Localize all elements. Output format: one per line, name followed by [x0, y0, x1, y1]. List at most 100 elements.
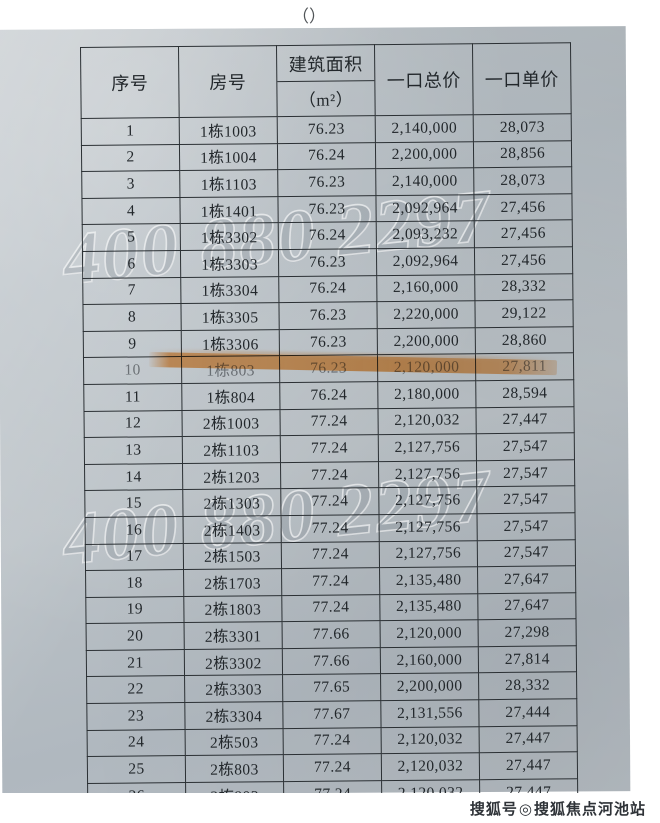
cell-unit-price: 27,298: [478, 619, 577, 647]
cell-no: 22: [86, 675, 185, 704]
cell-room: 1栋3303: [180, 249, 279, 278]
cell-area: 76.24: [278, 275, 377, 303]
cell-room: 2栋1203: [182, 462, 281, 490]
cell-no: 2: [81, 144, 180, 172]
cell-room: 2栋503: [185, 728, 284, 756]
table-body: 1 1栋1003 76.23 2,140,000 28,073 2 1栋1004 76.24 2…: [81, 113, 578, 810]
cell-total-price: 2,140,000: [375, 167, 474, 196]
cell-area: 76.23: [279, 328, 378, 356]
cell-total-price: 2,092,964: [375, 194, 475, 223]
cell-room: 1栋3302: [180, 222, 279, 251]
cell-area: 76.23: [277, 115, 376, 144]
cell-room: 1栋1103: [179, 169, 278, 198]
cell-no: 8: [82, 303, 182, 332]
cell-total-price: 2,120,000: [377, 354, 476, 382]
cell-unit-price: 27,647: [477, 592, 577, 620]
table-header: 序号 房号 建筑面积 （m²） 一口总价 一口单价: [80, 42, 572, 119]
cell-room: 2栋1703: [183, 568, 282, 597]
cell-unit-price: 27,444: [478, 698, 578, 727]
cell-no: 19: [85, 596, 185, 624]
cell-room: 2栋3303: [184, 675, 283, 703]
cell-unit-price: 27,456: [474, 220, 573, 248]
cell-unit-price: 28,856: [473, 140, 572, 168]
cell-unit-price: 28,332: [478, 672, 577, 700]
cell-unit-price: 27,447: [479, 752, 578, 780]
cell-total-price: 2,127,756: [378, 487, 477, 515]
cell-unit-price: 29,122: [474, 299, 574, 328]
cell-room: 2栋1503: [183, 542, 282, 570]
cell-unit-price: 28,332: [474, 273, 573, 301]
cell-total-price: 2,120,032: [381, 726, 480, 754]
header-cell-total-price: 一口总价: [374, 43, 474, 116]
cell-room: 2栋1803: [183, 595, 283, 623]
cell-no: 5: [82, 223, 181, 252]
cell-no: 14: [84, 463, 183, 491]
cell-no: 1: [81, 117, 180, 146]
cut-off-title-fragment: （）: [292, 7, 326, 26]
cell-room: 1栋1401: [179, 196, 279, 224]
cell-total-price: 2,093,232: [376, 221, 475, 249]
cell-unit-price: 27,547: [476, 512, 576, 541]
cell-no: 17: [85, 543, 184, 571]
cell-no: 21: [86, 649, 185, 677]
cell-area: 76.23: [278, 301, 378, 330]
cell-room: 2栋1303: [182, 488, 282, 517]
cell-total-price: 2,200,000: [375, 141, 474, 169]
cell-area: 77.24: [281, 594, 381, 622]
cell-area: 77.24: [281, 541, 380, 569]
header-area-unit: （m²）: [298, 90, 354, 110]
header-cell-room: 房号: [178, 45, 278, 118]
cell-no: 4: [81, 197, 181, 225]
cell-total-price: 2,135,480: [379, 593, 479, 621]
cell-unit-price: 27,456: [473, 193, 573, 222]
sohu-prefix: 搜狐号: [469, 800, 518, 818]
cell-no: 15: [84, 489, 184, 518]
cell-area: 77.24: [281, 514, 380, 543]
cell-area: 76.24: [277, 142, 376, 170]
cell-total-price: 2,140,000: [375, 114, 474, 143]
cell-total-price: 2,160,000: [376, 274, 475, 302]
cell-area: 77.66: [282, 647, 381, 676]
cell-no: 3: [81, 170, 180, 199]
cell-no: 11: [83, 383, 182, 412]
cell-area: 77.66: [282, 620, 381, 649]
footer-strip: 搜狐号◎搜狐焦点河池站: [0, 793, 660, 823]
cell-room: 1栋3305: [180, 302, 280, 331]
cell-unit-price: 28,073: [473, 166, 572, 195]
cell-unit-price: 28,073: [473, 113, 572, 142]
cell-total-price: 2,127,756: [379, 540, 478, 568]
cell-room: 2栋3301: [184, 621, 283, 650]
cell-total-price: 2,200,000: [380, 673, 479, 701]
cell-total-price: 2,120,032: [377, 407, 477, 435]
cell-room: 1栋1003: [179, 116, 278, 145]
cell-room: 1栋3306: [181, 329, 280, 357]
cell-unit-price: 27,456: [474, 246, 573, 275]
cell-unit-price: 27,447: [475, 406, 575, 434]
cell-area: 77.24: [280, 461, 379, 489]
header-cell-area: 建筑面积 （m²）: [276, 44, 376, 117]
cell-total-price: 2,160,000: [380, 646, 479, 675]
cell-unit-price: 27,447: [479, 725, 578, 753]
cell-area: 76.24: [278, 222, 377, 250]
cell-total-price: 2,127,756: [379, 513, 478, 542]
cell-total-price: 2,120,032: [381, 752, 480, 781]
cell-total-price: 2,092,964: [376, 247, 475, 276]
cell-no: 25: [87, 755, 186, 784]
cell-no: 23: [86, 702, 186, 731]
cell-unit-price: 28,594: [475, 379, 574, 408]
cell-room: 2栋3304: [184, 701, 284, 730]
cell-total-price: 2,200,000: [377, 327, 476, 356]
cell-no: 24: [87, 729, 186, 757]
cell-total-price: 2,180,000: [377, 380, 476, 409]
cell-unit-price: 27,547: [476, 432, 575, 461]
cell-room: 2栋803: [185, 754, 284, 783]
sohu-separator: ◎: [518, 800, 533, 818]
cell-area: 76.24: [279, 381, 378, 410]
cell-unit-price: 27,547: [476, 459, 575, 488]
cell-total-price: 2,127,756: [378, 433, 477, 462]
cell-unit-price: 27,814: [478, 645, 577, 674]
cell-unit-price: 27,647: [477, 565, 576, 594]
cell-room: 2栋3302: [184, 648, 283, 676]
cell-room: 1栋804: [181, 382, 280, 411]
